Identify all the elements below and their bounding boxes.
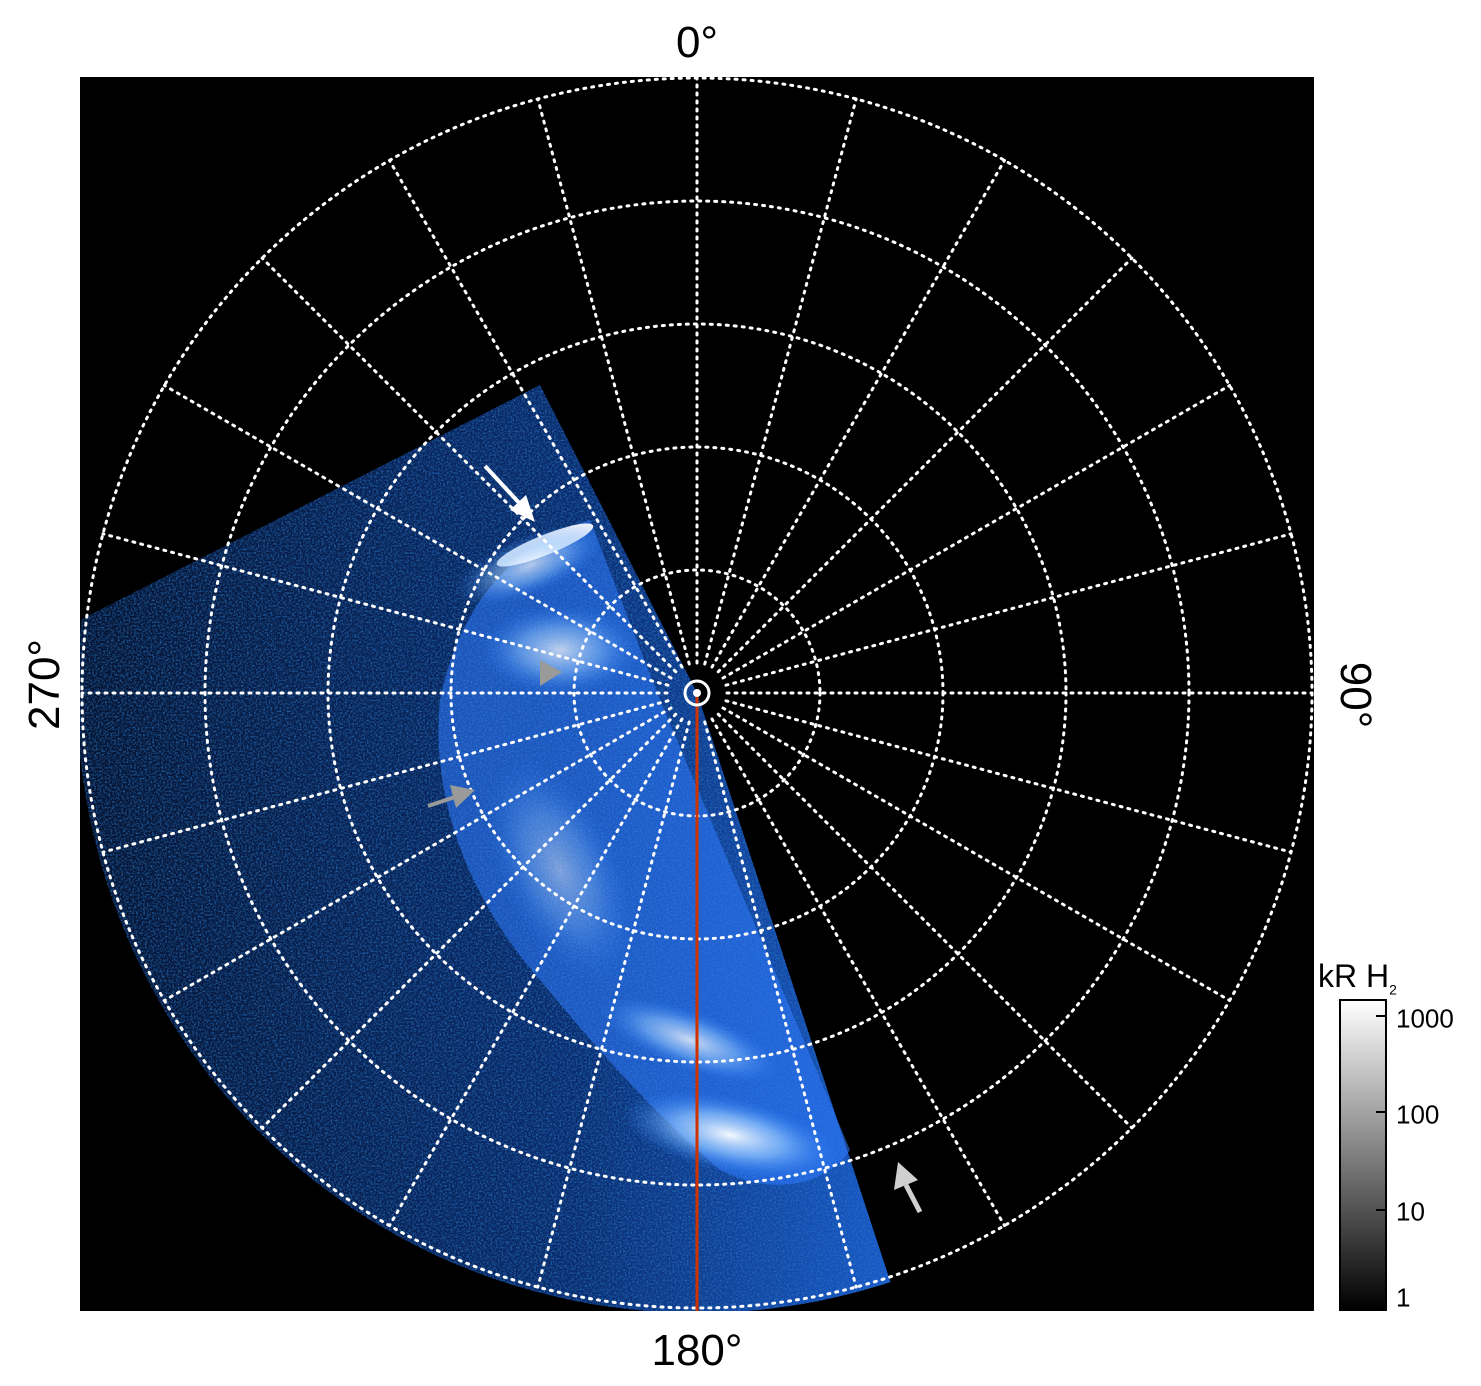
grid-spoke — [716, 256, 1134, 674]
grid-spoke — [162, 384, 673, 680]
grid-spoke — [703, 97, 858, 666]
arrow-white-upper — [483, 464, 535, 522]
colorbar-title: kR H2 — [1318, 958, 1397, 998]
colorbar-ticks — [1376, 1015, 1386, 1309]
polar-grid — [80, 77, 1314, 1310]
colorbar-tick-100: 100 — [1396, 1099, 1440, 1130]
grid-spoke — [536, 97, 691, 666]
pole-marker — [683, 679, 711, 707]
label-90-deg: 90° — [1331, 661, 1380, 729]
grid-spoke — [536, 720, 691, 1289]
grid-spoke — [388, 717, 684, 1228]
arrow-grey-right — [894, 1162, 923, 1214]
colorbar-tick-1000: 1000 — [1396, 1003, 1454, 1034]
arrow-grey-mid — [540, 660, 562, 686]
grid-ring — [203, 199, 1191, 1187]
pole-dot — [693, 689, 701, 697]
label-180-deg: 180° — [651, 1326, 743, 1375]
colorbar-tick-10: 10 — [1396, 1196, 1425, 1227]
grid-spoke — [710, 717, 1006, 1228]
grid-spoke — [721, 706, 1232, 1002]
grid-spoke — [716, 712, 1134, 1130]
bright-band-mid — [485, 758, 635, 982]
grid-spoke — [724, 699, 1293, 854]
bright-spot-mid — [480, 605, 640, 695]
grid-spoke — [721, 384, 1232, 680]
colorbar — [1339, 999, 1387, 1311]
grid-spoke — [724, 532, 1293, 687]
grid-spoke — [260, 256, 678, 674]
bright-spot-lower-2 — [600, 996, 780, 1084]
colorbar-tick-1: 1 — [1396, 1282, 1411, 1313]
label-270-deg: 270° — [20, 638, 69, 730]
glow-upper — [454, 524, 606, 606]
grid-spoke — [260, 712, 678, 1130]
grid-spoke — [703, 720, 858, 1289]
grid-spoke — [162, 706, 673, 1002]
grid-spoke — [388, 158, 684, 669]
grid-spoke — [101, 532, 670, 687]
arrow-grey-lower — [427, 785, 475, 808]
label-0-deg: 0° — [675, 18, 719, 67]
grid-spoke — [710, 158, 1006, 669]
grid-spoke — [101, 699, 670, 854]
bright-spot-lower — [622, 1091, 838, 1179]
